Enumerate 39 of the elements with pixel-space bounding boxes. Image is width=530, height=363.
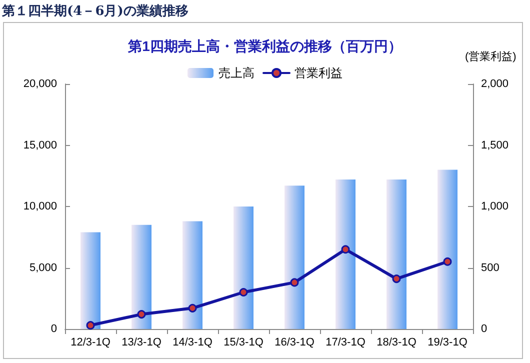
- point: [341, 245, 350, 254]
- y2-tick-label: 0: [481, 323, 488, 335]
- x-tick-label: 12/3-1Q: [70, 336, 111, 348]
- point: [137, 310, 146, 319]
- x-tick-label: 18/3-1Q: [376, 336, 417, 348]
- y-tick-label: 20,000: [23, 78, 57, 90]
- x-tick-label: 19/3-1Q: [428, 336, 468, 348]
- x-tick-label: 16/3-1Q: [274, 336, 315, 348]
- y2-tick-label: 1,000: [481, 200, 509, 212]
- point: [86, 321, 95, 330]
- y2-axis-title: (営業利益): [465, 50, 516, 63]
- y-tick-label: 10,000: [23, 200, 57, 212]
- y2-tick-label: 1,500: [481, 139, 509, 152]
- point: [239, 288, 248, 296]
- bar: [386, 180, 406, 329]
- point: [443, 257, 452, 266]
- point: [392, 274, 401, 284]
- x-tick-label: 13/3-1Q: [122, 336, 162, 348]
- bar: [234, 206, 254, 329]
- bar: [132, 224, 152, 329]
- bar: [336, 180, 356, 329]
- legend-label: 営業利益: [294, 66, 342, 80]
- bar: [284, 186, 304, 329]
- y-tick-label: 0: [50, 323, 57, 335]
- bar: [182, 221, 202, 329]
- x-tick-label: 15/3-1Q: [224, 336, 264, 348]
- y-tick-label: 15,000: [23, 139, 57, 152]
- x-tick-label: 14/3-1Q: [172, 336, 213, 348]
- y2-tick-label: 2,000: [481, 78, 509, 90]
- bar: [80, 232, 100, 329]
- y2-tick-label: 500: [481, 262, 500, 274]
- x-tick-label: 17/3-1Q: [326, 336, 366, 348]
- legend-label: 売上高: [218, 66, 254, 80]
- point: [188, 304, 197, 312]
- bar: [438, 170, 458, 329]
- point: [290, 278, 299, 287]
- chart-subtitle: 第1四期売上高・営業利益の推移（百万円）: [127, 38, 402, 54]
- chart-title: 第１四半期(4－6月)の業績推移: [2, 3, 188, 20]
- y-tick-label: 5,000: [29, 262, 57, 274]
